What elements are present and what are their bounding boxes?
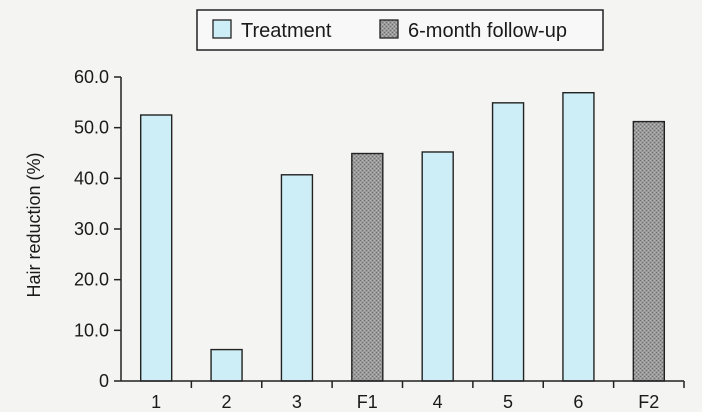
x-axis-ticks: 1 2 3 F1 4 5 6 F2 — [151, 381, 685, 412]
x-tick-label: F1 — [357, 392, 378, 412]
x-tick-label: 4 — [433, 392, 443, 412]
x-tick-label: 5 — [503, 392, 513, 412]
x-tick-label: F2 — [638, 392, 659, 412]
x-tick-label: 1 — [151, 392, 161, 412]
bar-3 — [280, 174, 314, 382]
bars — [139, 92, 666, 382]
y-tick-label: 0 — [99, 371, 109, 391]
legend-swatch-treatment — [212, 19, 232, 39]
y-tick-label: 40.0 — [74, 168, 109, 188]
legend-frame — [196, 9, 604, 51]
y-axis-title: Hair reduction (%) — [24, 152, 44, 297]
bar-4 — [421, 151, 454, 382]
bar-5 — [491, 102, 525, 382]
x-tick-label: 3 — [292, 392, 302, 412]
legend: Treatment 6-month follow-up — [196, 9, 604, 51]
legend-swatch-follow-up — [379, 19, 399, 39]
bar-1 — [139, 114, 173, 382]
legend-label-follow-up: 6-month follow-up — [408, 20, 567, 42]
y-tick-label: 60.0 — [74, 67, 109, 87]
x-tick-label: 2 — [222, 392, 232, 412]
bar-F2 — [632, 120, 666, 382]
y-tick-label: 50.0 — [74, 118, 109, 138]
legend-label-treatment: Treatment — [241, 20, 332, 42]
y-tick-label: 30.0 — [74, 219, 109, 239]
x-tick-label: 6 — [573, 392, 583, 412]
bar-F1 — [351, 152, 384, 382]
bar-2 — [210, 348, 243, 382]
y-tick-label: 20.0 — [74, 270, 109, 290]
bar-6 — [562, 92, 595, 382]
y-tick-label: 10.0 — [74, 320, 109, 340]
y-axis-ticks: 0 10.0 20.0 30.0 40.0 50.0 60.0 — [74, 67, 121, 391]
